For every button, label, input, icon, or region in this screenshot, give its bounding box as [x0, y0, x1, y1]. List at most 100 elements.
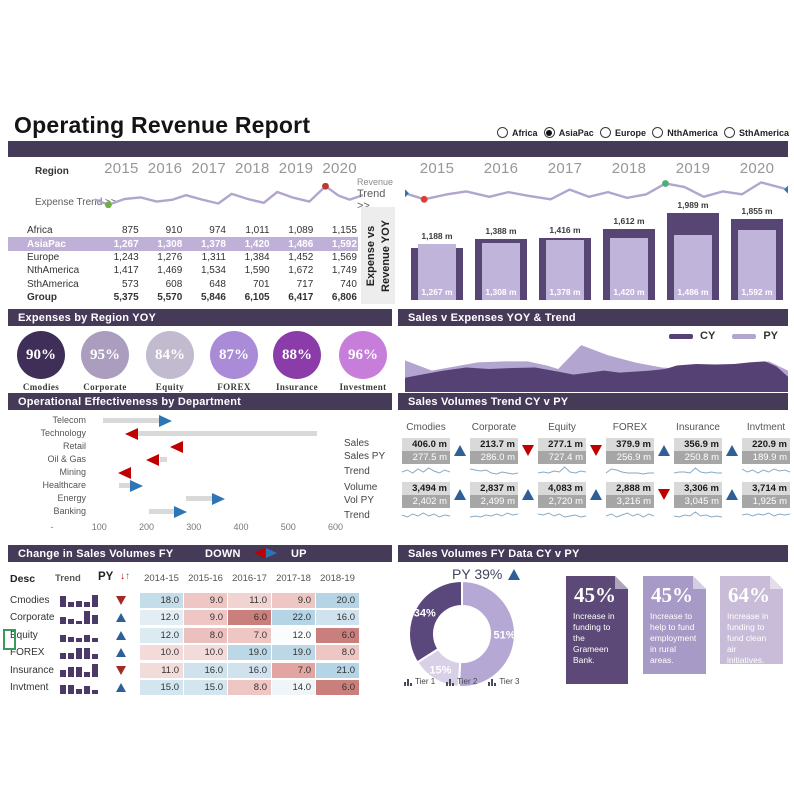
effectiveness-bar — [185, 496, 212, 501]
expense-bar — [738, 230, 776, 300]
effectiveness-down-arrow-icon — [117, 466, 131, 479]
metrics-row-label: Trend — [344, 510, 370, 521]
sparkline-svg — [606, 468, 654, 475]
sort-up-icon[interactable]: ↑ — [125, 571, 130, 582]
py-up-arrow-icon — [116, 683, 126, 692]
minibar — [76, 689, 82, 694]
expense-row-name: NthAmerica — [27, 265, 80, 277]
py-up-arrow-icon — [116, 630, 126, 640]
trend-sparkline — [402, 508, 450, 521]
mini-bar — [452, 682, 455, 686]
expense-cell: 1,311 — [201, 251, 226, 263]
effectiveness-up-arrow-icon — [130, 479, 144, 492]
volume-cy-value: 3,494 m — [402, 482, 450, 495]
card-text: Increase to help to fund employment in r… — [650, 611, 697, 666]
filter-option-nthamerica[interactable]: NthAmerica — [652, 127, 718, 138]
minibar — [84, 685, 90, 694]
mini-bar — [494, 682, 497, 686]
filter-option-africa[interactable]: Africa — [497, 127, 538, 138]
filter-option-label: AsiaPac — [558, 127, 594, 138]
sales-py-value: 277.5 m — [402, 451, 450, 464]
expense-bar-label: 1,486 m — [677, 287, 709, 297]
radio-icon — [599, 127, 611, 138]
expense-cell: 608 — [165, 278, 183, 290]
donut-svg: 51% 15% 34% — [408, 579, 516, 688]
heatmap-cell: 16.0 — [316, 610, 359, 626]
expense-cell: 1,243 — [113, 251, 139, 263]
filter-option-label: Europe — [614, 127, 646, 138]
py-up-arrow-icon — [116, 648, 126, 658]
change-row-name: Equity — [10, 629, 38, 641]
filter-option-label: SthAmerica — [738, 127, 789, 138]
decrease-arrow-icon — [658, 489, 670, 500]
trend-sparkline — [538, 508, 586, 521]
filter-option-asiapac[interactable]: AsiaPac — [543, 127, 594, 138]
year-label: 2018 — [235, 160, 270, 177]
heatmap-cell: 16.0 — [228, 662, 271, 678]
expense-cell: 573 — [121, 278, 139, 290]
legend-down-label: DOWN — [205, 547, 241, 560]
expense-cell: 1,534 — [200, 265, 226, 277]
expense-cell: 5,846 — [200, 292, 226, 304]
heatmap-cell: 18.0 — [140, 593, 183, 608]
expense-cell: 5,570 — [157, 292, 183, 304]
change-sales-volumes-table: Desc Trend PY ↓↑ 2014-15 2015-16 2016-17 2017-1… — [8, 565, 392, 697]
heatmap-cell: 10.0 — [184, 645, 227, 661]
donut-slice-label: 34% — [414, 608, 436, 620]
minibar — [76, 600, 82, 607]
region-column-header: Region — [35, 166, 69, 177]
card-fold-corner — [693, 576, 706, 589]
revenue-bar-label: 1,612 m — [613, 216, 645, 226]
section-expenses-yoy-title: Expenses by Region YOY — [18, 311, 157, 324]
heatmap-cell: 11.0 — [228, 593, 271, 608]
heatmap-cell: 9.0 — [184, 610, 227, 626]
trend-minibar-chart — [60, 629, 100, 642]
expense-row-name: Group — [27, 292, 57, 304]
sparkline-svg — [402, 467, 450, 474]
metrics-column-header: Equity — [548, 422, 576, 433]
sparkline-svg — [742, 512, 790, 517]
year-label: 2016 — [147, 160, 183, 177]
tier-legend-label: Tier 2 — [457, 677, 478, 686]
kpi-circle-label: FOREX — [217, 382, 251, 392]
heatmap-cell: 16.0 — [184, 662, 227, 678]
expense-table-row: NthAmerica 1,417 1,469 1,534 1,590 1,672 1,749 — [8, 264, 358, 277]
sort-icons[interactable]: ↓↑ — [120, 571, 130, 582]
legend-up-arrow-icon — [266, 548, 277, 558]
bar-group: 1,388 m 1,308 m — [469, 204, 533, 300]
expense-cell: 648 — [209, 278, 226, 290]
donut-annotation-up-arrow-icon — [508, 568, 521, 580]
expense-cell: 1,011 — [245, 225, 270, 237]
heatmap-cell: 15.0 — [140, 680, 183, 695]
year-label: 2015 — [419, 160, 455, 177]
mini-bar — [407, 678, 409, 686]
expense-bar-label: 1,378 m — [549, 287, 581, 297]
card-fold-corner — [770, 576, 783, 589]
filter-option-europe[interactable]: Europe — [599, 127, 646, 138]
kpi-card: 45% Increase to help to fund employment i… — [643, 576, 706, 674]
trend-sparkline — [402, 464, 450, 477]
minibar — [60, 670, 66, 677]
bar-group: 1,612 m 1,420 m — [597, 204, 661, 300]
bar-group: 1,188 m 1,267 m — [405, 204, 469, 300]
area-chart-legend: CY PY — [598, 330, 788, 342]
effectiveness-category-label: Technology — [40, 428, 86, 438]
fy-data-donut-chart: 51% 15% 34% — [398, 573, 528, 695]
donut-annotation: PY 39% — [452, 566, 521, 582]
year-label: 2019 — [675, 160, 711, 177]
revenue-trend-label-line1: Revenue — [357, 177, 394, 187]
sort-down-icon[interactable]: ↓ — [120, 571, 125, 582]
heatmap-cell: 19.0 — [272, 645, 315, 661]
effectiveness-category-label: Retail — [62, 441, 86, 451]
change-row-name: Insurance — [10, 664, 54, 676]
heatmap-cell: 9.0 — [272, 593, 315, 608]
trend-sparkline — [538, 464, 586, 477]
metrics-column-header: Invtment — [746, 422, 786, 433]
change-header-py: PY — [98, 571, 114, 583]
decrease-arrow-icon — [590, 445, 602, 456]
section-change-title: Change in Sales Volumes FY — [18, 547, 174, 560]
heatmap-cell: 6.0 — [316, 627, 359, 643]
filter-option-sthamerica[interactable]: SthAmerica — [723, 127, 789, 138]
section-change-sales-volumes: Change in Sales Volumes FY DOWN UP — [8, 545, 392, 562]
mini-bar — [410, 682, 412, 686]
